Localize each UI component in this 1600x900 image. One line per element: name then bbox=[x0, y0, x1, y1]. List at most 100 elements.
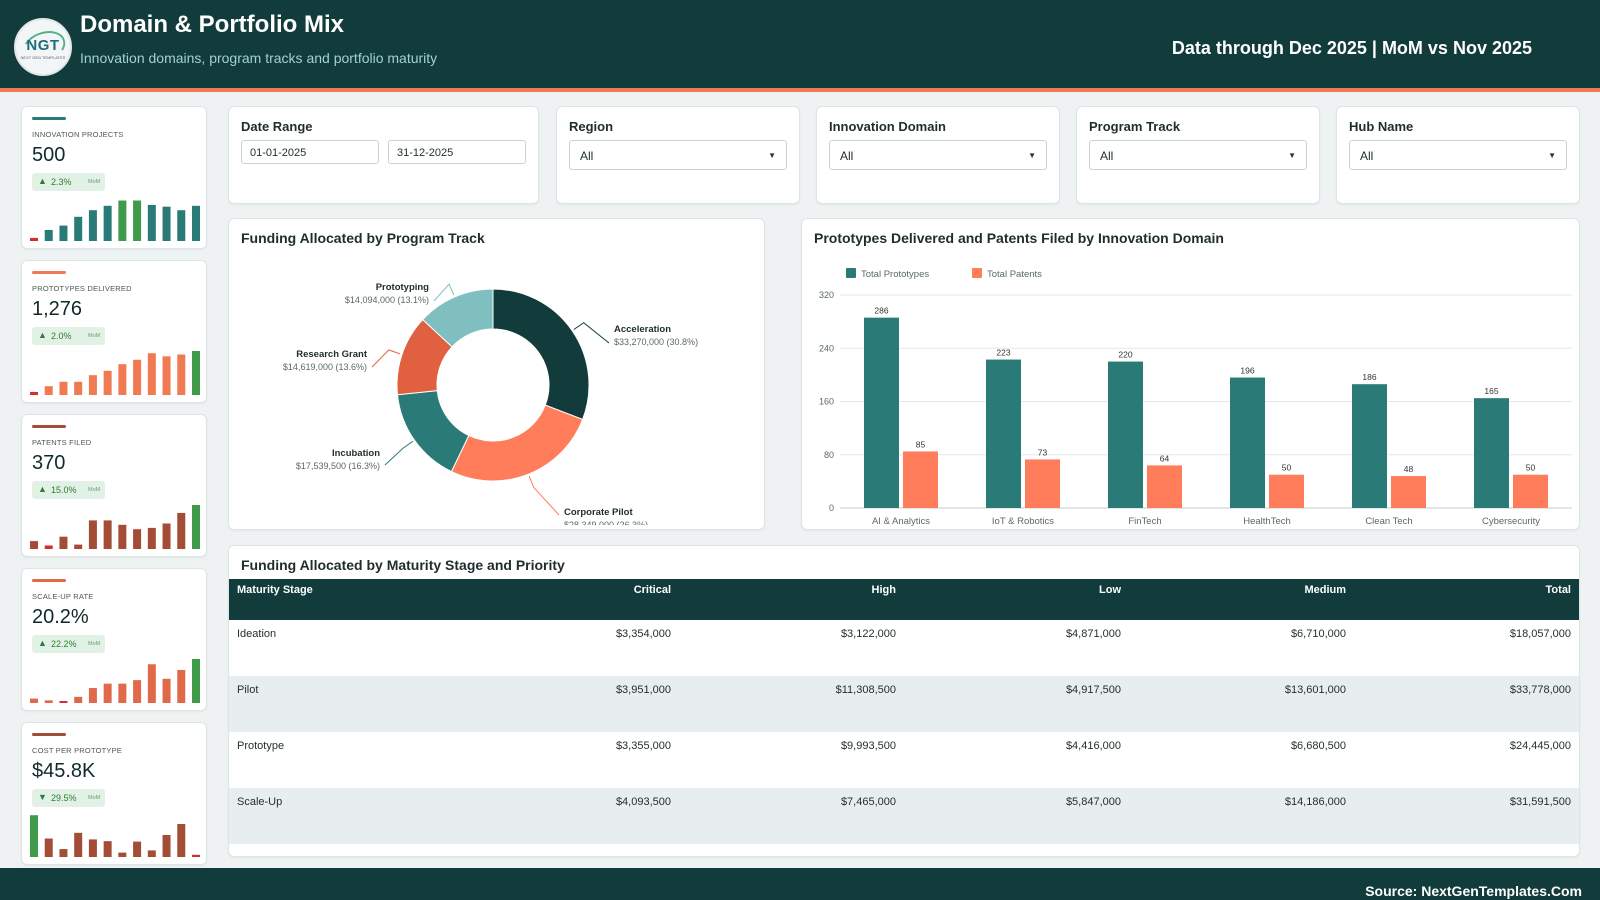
spark-bar bbox=[44, 230, 53, 241]
kpi-delta-badge: ▲ 2.3% MoM bbox=[32, 173, 105, 191]
donut-slice-name: Corporate Pilot bbox=[564, 507, 633, 518]
bar[interactable] bbox=[1513, 474, 1548, 508]
chevron-down-icon: ▼ bbox=[768, 151, 776, 160]
column-header[interactable]: Total bbox=[1545, 584, 1571, 596]
kpi-card-scale-up-rate[interactable]: SCALE-UP RATE 20.2% ▲ 22.2% MoM bbox=[21, 568, 207, 711]
region-select[interactable]: All ▼ bbox=[569, 140, 787, 170]
spark-bar bbox=[133, 200, 142, 241]
bar[interactable] bbox=[986, 359, 1021, 508]
spark-bar bbox=[103, 683, 112, 703]
hub-name-select[interactable]: All ▼ bbox=[1349, 140, 1567, 170]
spark-bar bbox=[74, 832, 83, 857]
spark-bar bbox=[30, 541, 38, 549]
chevron-down-icon: ▼ bbox=[1028, 151, 1036, 160]
donut-chart: Acceleration $33,270,000 (30.8%) Corporate… bbox=[283, 282, 698, 525]
kpi-card-cost-per-prototype[interactable]: COST PER PROTOTYPE $45.8K ▼ 29.5% MoM bbox=[21, 722, 207, 865]
filter-date-range: Date Range 01-01-2025 31-12-2025 bbox=[228, 106, 539, 204]
kpi-card-innovation-projects[interactable]: INNOVATION PROJECTS 500 ▲ 2.3% MoM bbox=[21, 106, 207, 249]
bar[interactable] bbox=[1352, 384, 1387, 508]
donut-slice[interactable] bbox=[422, 288, 494, 348]
kpi-delta-badge: ▲ 2.0% MoM bbox=[32, 327, 105, 345]
table-row[interactable]: Prototype $3,355,000 $9,993,500 $4,416,0… bbox=[229, 732, 1579, 788]
select-value: All bbox=[580, 149, 594, 163]
bar[interactable] bbox=[1474, 398, 1509, 508]
kpi-card-prototypes-delivered[interactable]: PROTOTYPES DELIVERED 1,276 ▲ 2.0% MoM bbox=[21, 260, 207, 403]
table-row[interactable]: Pilot $3,951,000 $11,308,500 $4,917,500 … bbox=[229, 676, 1579, 732]
spark-bar bbox=[59, 381, 68, 395]
logo-subtext: NEXT GEN TEMPLATES bbox=[20, 55, 66, 60]
bar[interactable] bbox=[1391, 476, 1426, 508]
legend-label: Total Patents bbox=[987, 269, 1042, 280]
bar-data-label: 165 bbox=[1484, 386, 1498, 396]
kpi-sparkline bbox=[30, 505, 200, 549]
y-tick-label: 320 bbox=[819, 290, 834, 300]
donut-slice[interactable] bbox=[492, 288, 590, 421]
spark-bar bbox=[118, 200, 127, 241]
donut-slice-value: $17,539,500 (16.3%) bbox=[296, 461, 380, 471]
bar[interactable] bbox=[1025, 459, 1060, 508]
donut-slice-name: Research Grant bbox=[296, 349, 368, 360]
cell-critical: $3,354,000 bbox=[615, 628, 671, 640]
filter-label: Program Track bbox=[1089, 119, 1181, 134]
bar[interactable] bbox=[1147, 465, 1182, 508]
spark-bar bbox=[177, 354, 186, 395]
spark-bar bbox=[177, 824, 186, 857]
kpi-delta-mom: MoM bbox=[88, 487, 101, 493]
filter-label: Region bbox=[569, 119, 614, 134]
bar[interactable] bbox=[1230, 377, 1265, 508]
bar[interactable] bbox=[1269, 474, 1304, 508]
select-value: All bbox=[1360, 149, 1374, 163]
kpi-value: 1,276 bbox=[32, 298, 83, 320]
cell-high: $9,993,500 bbox=[840, 740, 896, 752]
select-value: All bbox=[1100, 149, 1114, 163]
cell-total: $31,591,500 bbox=[1509, 796, 1571, 808]
table-row[interactable]: Scale-Up $4,093,500 $7,465,000 $5,847,00… bbox=[229, 788, 1579, 844]
kpi-delta-badge: ▼ 29.5% MoM bbox=[32, 789, 105, 807]
y-tick-label: 80 bbox=[824, 450, 834, 460]
kpi-accent-bar bbox=[32, 579, 66, 582]
date-start-input[interactable]: 01-01-2025 bbox=[241, 140, 379, 164]
kpi-accent-bar bbox=[32, 271, 66, 274]
column-header[interactable]: Maturity Stage bbox=[237, 584, 313, 596]
donut-slice[interactable] bbox=[450, 404, 584, 482]
bar-data-label: 85 bbox=[916, 439, 926, 449]
x-tick-label: AI & Analytics bbox=[872, 516, 930, 526]
spark-bar bbox=[118, 524, 127, 549]
bar-data-label: 50 bbox=[1526, 463, 1536, 473]
column-header[interactable]: High bbox=[871, 584, 896, 596]
triangle-up-icon: ▲ bbox=[38, 484, 47, 494]
panel-title: Funding Allocated by Maturity Stage and … bbox=[241, 557, 565, 573]
spark-bar bbox=[88, 375, 97, 395]
program-track-select[interactable]: All ▼ bbox=[1089, 140, 1307, 170]
kpi-value: 370 bbox=[32, 452, 66, 474]
spark-bar bbox=[147, 664, 156, 703]
spark-bar bbox=[147, 204, 156, 241]
table-row[interactable]: Ideation $3,354,000 $3,122,000 $4,871,00… bbox=[229, 620, 1579, 676]
spark-bar bbox=[133, 841, 142, 857]
innovation-domain-select[interactable]: All ▼ bbox=[829, 140, 1047, 170]
spark-bar bbox=[192, 351, 200, 395]
spark-bar bbox=[44, 838, 53, 857]
bar[interactable] bbox=[1108, 361, 1143, 508]
column-header[interactable]: Medium bbox=[1304, 584, 1346, 596]
spark-bar bbox=[177, 512, 186, 549]
cell-critical: $3,951,000 bbox=[615, 684, 671, 696]
kpi-card-patents-filed[interactable]: PATENTS FILED 370 ▲ 15.0% MoM bbox=[21, 414, 207, 557]
bar[interactable] bbox=[903, 451, 938, 508]
filter-label: Date Range bbox=[241, 119, 313, 134]
date-end-input[interactable]: 31-12-2025 bbox=[388, 140, 526, 164]
donut-leader-line bbox=[573, 322, 610, 344]
y-tick-label: 160 bbox=[819, 397, 834, 407]
kpi-label: SCALE-UP RATE bbox=[32, 592, 94, 601]
kpi-value: $45.8K bbox=[32, 760, 96, 782]
cell-high: $11,308,500 bbox=[835, 684, 896, 696]
data-period-note: Data through Dec 2025 | MoM vs Nov 2025 bbox=[1171, 38, 1532, 58]
spark-bar bbox=[192, 659, 200, 703]
kpi-delta-value: 15.0% bbox=[51, 485, 77, 495]
y-tick-label: 240 bbox=[819, 343, 834, 353]
column-header[interactable]: Critical bbox=[633, 584, 671, 596]
bar[interactable] bbox=[864, 317, 899, 508]
cell-stage: Prototype bbox=[237, 740, 285, 752]
kpi-delta-mom: MoM bbox=[88, 795, 101, 801]
column-header[interactable]: Low bbox=[1099, 584, 1121, 596]
